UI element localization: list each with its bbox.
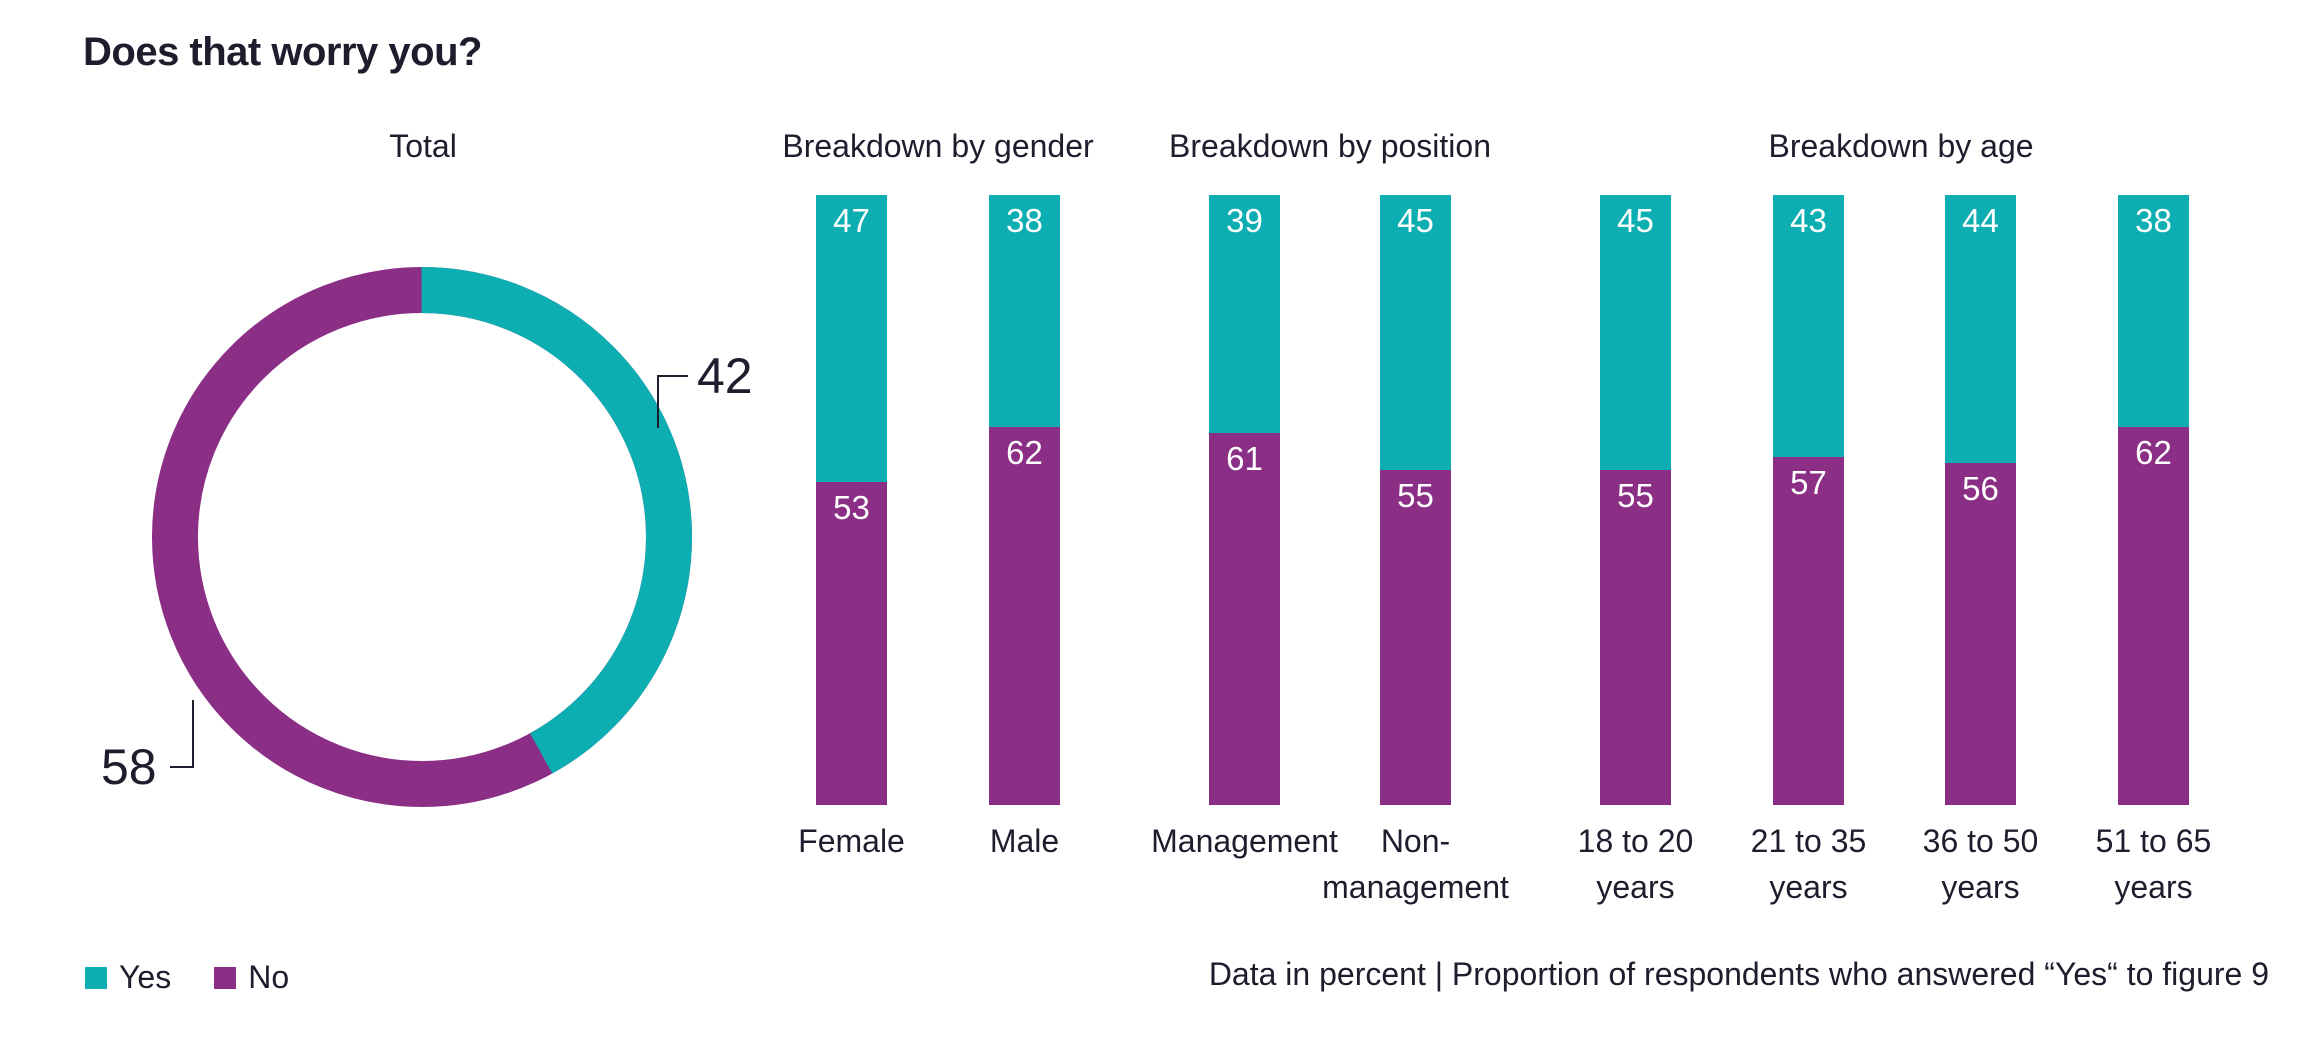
donut-value-no: 58 <box>101 739 157 795</box>
bar-track: 45 55 <box>1380 195 1451 805</box>
bar-value-yes: 38 <box>1006 202 1043 239</box>
bar-label: Female <box>798 818 905 864</box>
bar-segment-yes: 45 <box>1600 195 1671 470</box>
bar-value-yes: 38 <box>2135 202 2172 239</box>
bar-segment-yes: 38 <box>989 195 1060 427</box>
bar-value-no: 55 <box>1397 476 1434 514</box>
bar-label-line1: 36 to 50 <box>1922 823 2039 859</box>
bar-value-yes: 44 <box>1962 202 1999 239</box>
bar-segment-no: 57 <box>1773 457 1844 805</box>
bar-column-51-65: 38 62 51 to 65 years <box>2096 195 2211 905</box>
bar-column-36-50: 44 56 36 to 50 years <box>1923 195 2038 905</box>
bar-value-no: 61 <box>1226 439 1263 477</box>
legend-no-label: No <box>248 959 290 995</box>
bar-column-non-management: 45 55 Non- management <box>1322 195 1509 905</box>
bar-segment-yes: 44 <box>1945 195 2016 464</box>
legend-yes-label: Yes <box>119 959 172 995</box>
legend: Yes No <box>85 959 289 996</box>
callout-line-no <box>170 700 194 768</box>
bar-value-no: 57 <box>1790 464 1827 502</box>
bar-value-yes: 45 <box>1617 202 1654 239</box>
bar-value-yes: 47 <box>833 202 870 239</box>
legend-yes-swatch-icon <box>85 966 107 989</box>
bar-track: 43 57 <box>1773 195 1844 805</box>
page-title: Does that worry you? <box>83 30 482 74</box>
bar-column-management: 39 61 Management <box>1151 195 1338 859</box>
bar-label-line1: Management <box>1151 823 1338 859</box>
legend-no-swatch-icon <box>214 966 237 989</box>
donut-value-yes: 42 <box>697 348 753 404</box>
bar-label: 18 to 20 years <box>1578 818 1694 910</box>
bar-segment-yes: 47 <box>816 195 887 482</box>
donut-title: Total <box>389 128 457 164</box>
bar-label-line1: 51 to 65 <box>2095 823 2212 859</box>
bar-label: Non- management <box>1322 818 1509 910</box>
bar-segment-yes: 43 <box>1773 195 1844 458</box>
bar-label-line2: years <box>1941 869 2020 905</box>
bar-label-line1: Male <box>989 823 1060 859</box>
bar-label: Management <box>1151 818 1338 864</box>
donut-segment-yes <box>152 267 692 807</box>
bar-value-yes: 43 <box>1790 202 1827 239</box>
bar-track: 44 56 <box>1945 195 2016 805</box>
bar-label-line2: years <box>1769 869 1848 905</box>
bar-label-line1: 21 to 35 <box>1750 823 1867 859</box>
bar-value-no: 53 <box>833 488 870 526</box>
bar-value-no: 62 <box>1006 433 1043 471</box>
bar-label-line2: management <box>1322 869 1509 905</box>
bar-label-line1: Female <box>798 823 905 859</box>
bar-label: Male <box>990 818 1059 864</box>
bar-column-male: 38 62 Male <box>989 195 1060 859</box>
bar-segment-no: 55 <box>1380 469 1451 805</box>
bar-label-line1: Non- <box>1380 823 1451 859</box>
legend-item-yes: Yes <box>85 959 171 996</box>
bar-track: 45 55 <box>1600 195 1671 805</box>
bar-segment-no: 62 <box>2118 426 2189 805</box>
bar-segment-yes: 39 <box>1209 195 1280 433</box>
bar-label-line2: years <box>1596 869 1675 905</box>
bar-track: 39 61 <box>1209 195 1280 805</box>
bar-segment-yes: 38 <box>2118 195 2189 427</box>
bar-value-no: 56 <box>1962 470 1999 508</box>
callout-line-yes <box>657 375 688 428</box>
bar-column-female: 47 53 Female <box>798 195 905 859</box>
bar-value-yes: 39 <box>1226 202 1263 239</box>
bar-segment-no: 61 <box>1209 432 1280 805</box>
bar-segment-no: 56 <box>1945 463 2016 805</box>
bar-segment-no: 53 <box>816 481 887 805</box>
footer-note: Data in percent | Proportion of responde… <box>1208 956 2269 992</box>
bar-segment-no: 62 <box>989 426 1060 805</box>
bar-segment-yes: 45 <box>1380 195 1451 470</box>
group-title-gender: Breakdown by gender <box>782 128 1094 164</box>
bar-track: 38 62 <box>989 195 1060 805</box>
bar-segment-no: 55 <box>1600 469 1671 805</box>
bar-value-no: 55 <box>1617 476 1654 514</box>
bar-value-no: 62 <box>2135 433 2172 471</box>
bar-track: 38 62 <box>2118 195 2189 805</box>
group-title-position: Breakdown by position <box>1169 128 1491 164</box>
legend-item-no: No <box>214 959 289 996</box>
group-title-age: Breakdown by age <box>1768 128 2034 164</box>
bar-track: 47 53 <box>816 195 887 805</box>
bar-value-yes: 45 <box>1397 202 1434 239</box>
bar-column-21-35: 43 57 21 to 35 years <box>1751 195 1866 905</box>
bar-label-line2: years <box>2114 869 2193 905</box>
bar-label: 51 to 65 years <box>2096 818 2212 910</box>
bar-label: 36 to 50 years <box>1923 818 2039 910</box>
bar-label: 21 to 35 years <box>1751 818 1867 910</box>
donut-chart <box>152 267 692 807</box>
bar-label-line1: 18 to 20 <box>1577 823 1694 859</box>
bar-column-18-20: 45 55 18 to 20 years <box>1578 195 1693 905</box>
